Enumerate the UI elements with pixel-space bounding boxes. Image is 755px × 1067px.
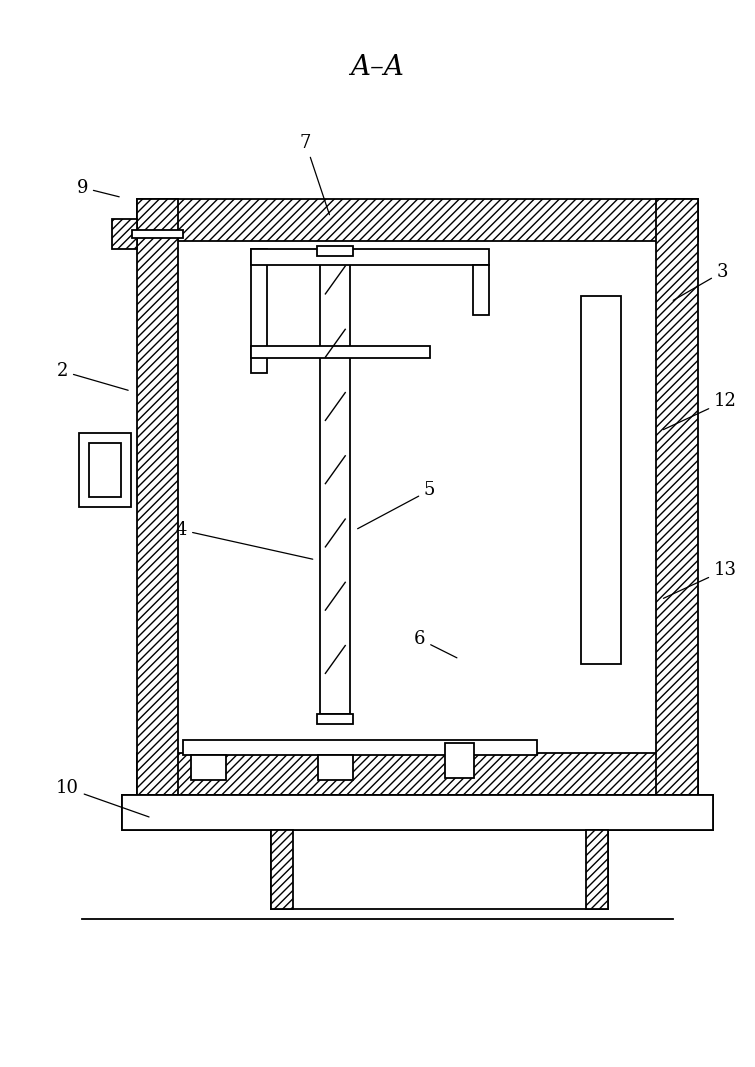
Bar [251,249,267,373]
Bar [137,200,178,795]
Bar [132,230,183,238]
Bar [656,200,698,795]
Bar [251,249,489,265]
Bar [122,795,713,830]
Bar [587,830,609,909]
Bar [581,296,621,664]
Text: 5: 5 [358,481,436,529]
Bar [251,347,430,359]
Bar [473,265,489,315]
Bar [317,714,353,723]
Bar [319,755,353,780]
Bar [122,795,713,830]
Text: 7: 7 [300,133,329,214]
Bar [271,830,293,909]
Text: 10: 10 [56,779,149,817]
Text: A–A: A–A [350,53,405,80]
Text: 3: 3 [673,262,728,300]
Text: 6: 6 [414,631,457,658]
Bar [271,830,609,909]
Bar [445,744,474,778]
Text: 13: 13 [664,561,737,599]
Bar [191,755,226,780]
Text: 9: 9 [76,178,119,196]
Bar [137,753,698,795]
Text: 2: 2 [57,362,128,391]
Bar [79,433,131,507]
Bar [178,241,656,753]
Bar [183,740,537,755]
Bar [112,220,137,249]
Text: 12: 12 [664,392,737,430]
Bar [137,200,698,241]
Bar [89,443,121,497]
Bar [317,246,353,256]
Text: 4: 4 [176,521,313,559]
Bar [320,256,350,714]
